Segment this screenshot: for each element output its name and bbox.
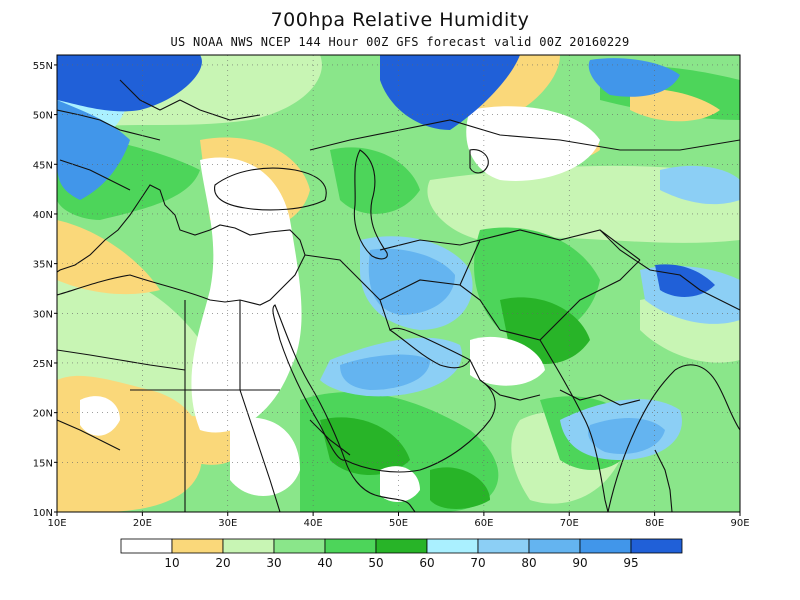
lat-tick-label: 15N: [33, 458, 53, 469]
colorbar-swatch: [528, 538, 581, 554]
longitude-axis: 10E 20E 30E 40E 50E 60E 70E 80E 90E: [47, 512, 750, 529]
latitude-axis: 55N 50N 45N 40N 35N 30N 25N 20N 15N 10N: [33, 61, 57, 519]
colorbar-swatch: [273, 538, 326, 554]
colorbar-label: 80: [521, 556, 536, 570]
lon-tick-label: 70E: [560, 518, 579, 529]
colorbar-swatch: [324, 538, 377, 554]
lon-tick-label: 90E: [730, 518, 749, 529]
lon-tick-label: 30E: [218, 518, 237, 529]
lon-tick-label: 10E: [47, 518, 66, 529]
colorbar-label: 50: [368, 556, 383, 570]
lon-tick-label: 50E: [389, 518, 408, 529]
colorbar-label: 20: [215, 556, 230, 570]
colorbar-swatch: [630, 538, 683, 554]
colorbar-label: 40: [317, 556, 332, 570]
colorbar-swatch: [222, 538, 275, 554]
lat-tick-label: 40N: [33, 210, 53, 221]
lon-tick-label: 20E: [133, 518, 152, 529]
colorbar-swatch: [426, 538, 479, 554]
lat-tick-label: 50N: [33, 111, 53, 122]
map-title: 700hpa Relative Humidity: [270, 9, 530, 31]
lon-tick-label: 80E: [645, 518, 664, 529]
colorbar-label: 60: [419, 556, 434, 570]
graticule: [57, 55, 740, 512]
colorbar-label: 30: [266, 556, 281, 570]
lat-tick-label: 30N: [33, 309, 53, 320]
colorbar-swatch: [579, 538, 632, 554]
colorbar-swatch: [171, 538, 224, 554]
colorbar-swatch: [477, 538, 530, 554]
coastlines: [57, 79, 740, 512]
map-subtitle: US NOAA NWS NCEP 144 Hour 00Z GFS foreca…: [170, 35, 630, 49]
colorbar-label: 70: [470, 556, 485, 570]
lat-tick-label: 45N: [33, 160, 53, 171]
colorbar-label: 10: [164, 556, 179, 570]
lat-tick-label: 20N: [33, 409, 53, 420]
colorbar-swatch: [375, 538, 428, 554]
lat-tick-label: 25N: [33, 359, 53, 370]
colorbar-swatch: [120, 538, 173, 554]
lon-tick-label: 60E: [474, 518, 493, 529]
colorbar: 10 20 30 40 50 60 70 80 90 95: [120, 538, 683, 570]
lat-tick-label: 35N: [33, 260, 53, 271]
lon-tick-label: 40E: [304, 518, 323, 529]
colorbar-label: 95: [623, 556, 638, 570]
colorbar-label: 90: [572, 556, 587, 570]
lat-tick-label: 55N: [33, 61, 53, 72]
lat-tick-label: 10N: [33, 508, 53, 519]
